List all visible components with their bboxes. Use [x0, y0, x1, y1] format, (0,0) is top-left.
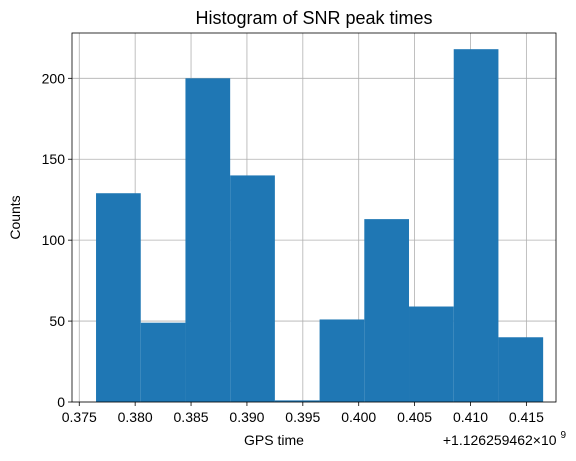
- histogram-bar: [230, 175, 275, 402]
- histogram-bar: [185, 78, 231, 402]
- y-axis-label: Counts: [7, 195, 23, 239]
- histogram-bar: [453, 49, 499, 402]
- y-tick-label: 0: [57, 394, 65, 410]
- x-tick-label: 0.375: [62, 409, 97, 425]
- y-tick-label: 100: [42, 232, 66, 248]
- bars: [96, 49, 544, 402]
- axes-frame: [71, 32, 557, 403]
- x-tick-label: 0.385: [174, 409, 209, 425]
- histogram-bar: [96, 193, 141, 402]
- x-tick-label: 0.405: [397, 409, 432, 425]
- x-tick-label: 0.415: [509, 409, 544, 425]
- histogram-bar: [409, 306, 454, 402]
- x-tick-label: 0.380: [118, 409, 153, 425]
- x-axis-ticks: 0.375 0.380 0.385 0.390 0.395 0.400 0.405 0.410…: [62, 402, 544, 425]
- x-axis-offset-exponent: 9: [560, 430, 566, 441]
- y-tick-label: 200: [42, 70, 66, 86]
- histogram-bar: [319, 319, 365, 402]
- x-tick-label: 0.410: [453, 409, 488, 425]
- histogram-bar: [498, 337, 544, 402]
- x-tick-label: 0.395: [285, 409, 320, 425]
- x-tick-label: 0.390: [229, 409, 264, 425]
- y-tick-label: 50: [49, 313, 65, 329]
- x-tick-label: 0.400: [341, 409, 376, 425]
- y-tick-label: 150: [42, 151, 66, 167]
- histogram-bar: [364, 219, 410, 402]
- histogram-bar: [140, 322, 186, 402]
- y-axis-ticks: 0 50 100 150 200: [42, 70, 72, 410]
- plot-area: 0.375 0.380 0.385 0.390 0.395 0.400 0.405 0.410…: [42, 32, 557, 425]
- x-axis-label: GPS time: [244, 432, 304, 448]
- histogram-bar: [274, 400, 320, 402]
- chart-title: Histogram of SNR peak times: [195, 8, 432, 28]
- x-axis-offset-base: +1.126259462×10: [443, 432, 557, 448]
- x-axis-offset-text: +1.126259462×10 9: [443, 430, 567, 448]
